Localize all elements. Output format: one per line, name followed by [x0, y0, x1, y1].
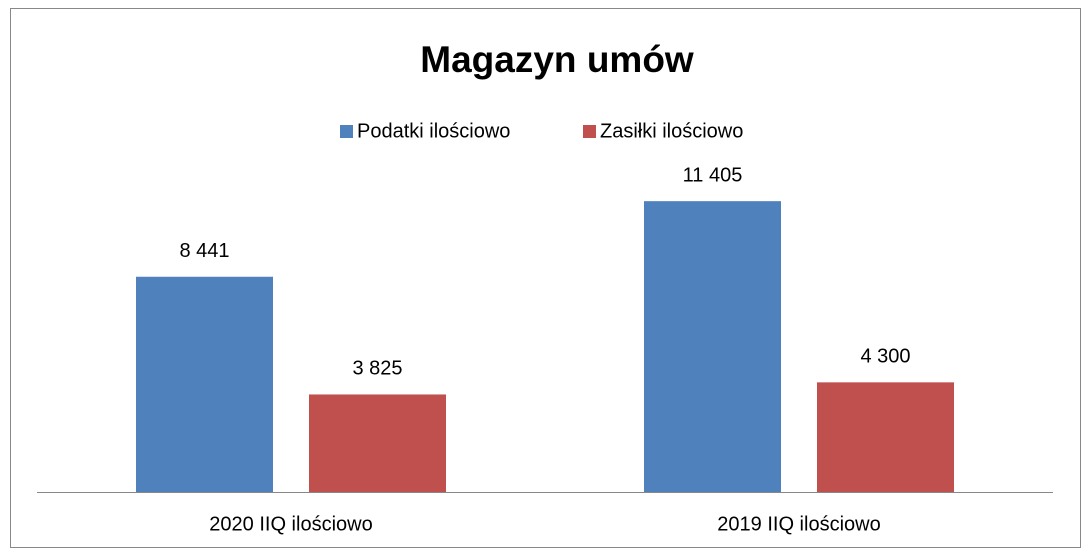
bar — [817, 382, 954, 492]
value-label: 8 441 — [179, 240, 229, 262]
value-label: 3 825 — [352, 358, 402, 380]
legend-label: Zasiłki ilościowo — [600, 120, 743, 142]
bar — [309, 394, 446, 492]
value-label: 11 405 — [683, 164, 743, 186]
bar — [644, 201, 781, 493]
x-tick-label: 2020 IIQ ilościowo — [209, 513, 372, 535]
legend-swatch — [583, 125, 596, 138]
chart-title: Magazyn umów — [420, 39, 694, 80]
legend-label: Podatki ilościowo — [357, 120, 510, 142]
value-label: 4 300 — [860, 346, 910, 368]
bar — [136, 276, 273, 492]
legend-swatch — [340, 125, 353, 138]
x-tick-label: 2019 IIQ ilościowo — [717, 513, 880, 535]
